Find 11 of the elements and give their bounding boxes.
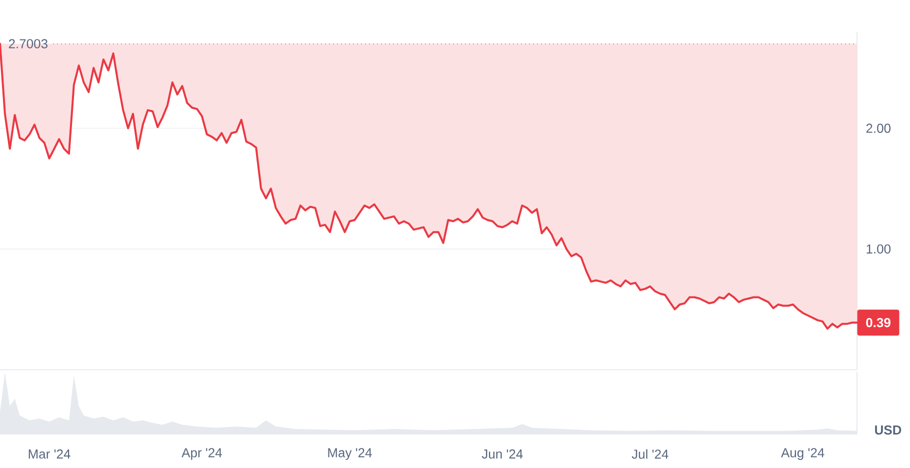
x-tick-label: Jun '24 [482,449,523,459]
ref-line-label: 2.7003 [8,39,48,48]
annotation: 0.39 [866,318,890,328]
x-tick-label: Aug '24 [781,448,824,460]
x-tick-label: May '24 [328,448,372,460]
x-tick-label: Apr '24 [182,448,222,460]
x-tick-label: Mar '24 [28,449,70,459]
y-tick-label: 2.00 [866,124,891,133]
x-tick-label: Jul '24 [632,449,668,459]
y-axis-title: USD [875,425,902,435]
y-tick-label: 1.00 [866,244,891,254]
